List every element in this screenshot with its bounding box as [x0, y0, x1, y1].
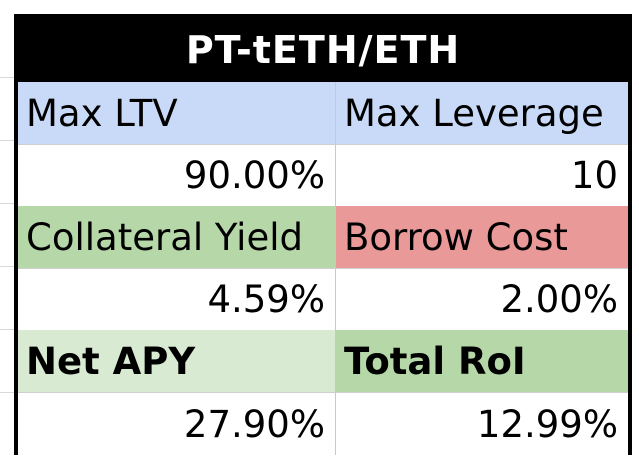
max-ltv-value[interactable]: 90.00%: [18, 144, 336, 206]
borrow-cost-value[interactable]: 2.00%: [336, 268, 628, 330]
total-roi-value[interactable]: 12.99%: [336, 392, 628, 455]
max-leverage-label[interactable]: Max Leverage: [336, 82, 628, 144]
collateral-yield-value[interactable]: 4.59%: [18, 268, 336, 330]
max-ltv-label[interactable]: Max LTV: [18, 82, 336, 144]
collateral-yield-label[interactable]: Collateral Yield: [18, 206, 336, 268]
summary-table: PT-tETH/ETH Max LTV Max Leverage 90.00% …: [14, 14, 632, 455]
table-title[interactable]: PT-tETH/ETH: [18, 18, 628, 82]
borrow-cost-label[interactable]: Borrow Cost: [336, 206, 628, 268]
net-apy-label[interactable]: Net APY: [18, 330, 336, 392]
max-leverage-value[interactable]: 10: [336, 144, 628, 206]
net-apy-value[interactable]: 27.90%: [18, 392, 336, 455]
total-roi-label[interactable]: Total RoI: [336, 330, 628, 392]
